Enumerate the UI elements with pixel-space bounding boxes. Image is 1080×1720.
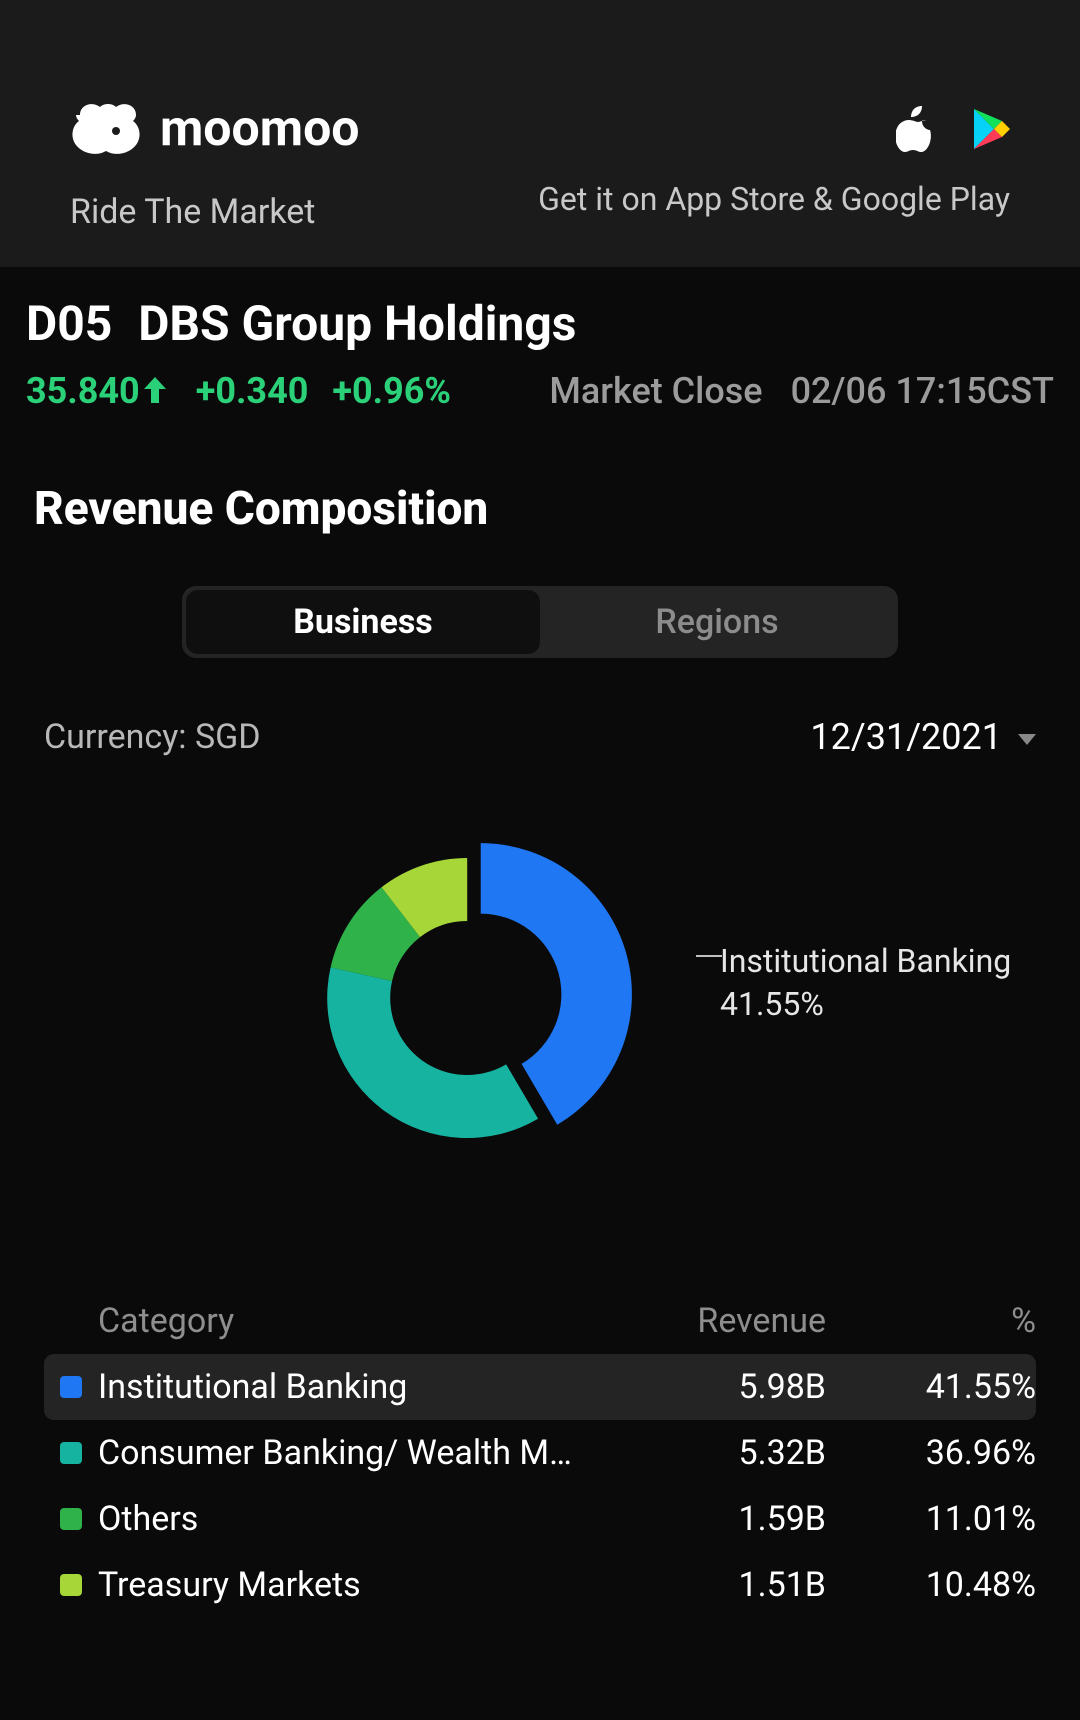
ticker-symbol: D05 [26, 295, 112, 352]
apple-icon[interactable] [896, 106, 934, 152]
price-row: 35.840 +0.340 +0.96% Market Close 02/06 … [26, 370, 1054, 412]
donut-segment[interactable] [327, 967, 538, 1138]
ticker-change-abs: +0.340 [196, 370, 309, 412]
date-select[interactable]: 12/31/2021 [810, 716, 1036, 758]
row-swatch [60, 1508, 82, 1530]
ticker-block: D05 DBS Group Holdings 35.840 +0.340 +0.… [0, 267, 1080, 434]
chart-callout: Institutional Banking 41.55% [720, 940, 1011, 1026]
row-percent: 36.96% [826, 1433, 1036, 1473]
store-block: Get it on App Store & Google Play [538, 100, 1010, 218]
ticker-name: DBS Group Holdings [138, 295, 576, 352]
row-category: Consumer Banking/ Wealth Man… [98, 1433, 596, 1473]
brand-logo[interactable]: moomoo [70, 100, 360, 158]
col-percent: % [826, 1301, 1036, 1341]
currency-label: Currency: SGD [44, 717, 261, 757]
moomoo-bull-icon [70, 101, 142, 157]
row-category: Others [98, 1499, 596, 1539]
date-value: 12/31/2021 [810, 716, 1002, 758]
brand-name: moomoo [160, 100, 360, 158]
donut-svg [267, 808, 707, 1188]
callout-label: Institutional Banking [720, 940, 1011, 983]
store-text: Get it on App Store & Google Play [538, 180, 1010, 218]
price-value: 35.840 [26, 370, 140, 412]
table-header: Category Revenue % [44, 1288, 1036, 1354]
brand-tagline: Ride The Market [70, 192, 360, 232]
row-percent: 10.48% [826, 1565, 1036, 1605]
ticker-price: 35.840 [26, 370, 166, 412]
row-swatch [60, 1442, 82, 1464]
chevron-down-icon [1018, 734, 1036, 745]
market-status: Market Close [549, 370, 762, 412]
row-revenue: 1.51B [596, 1565, 826, 1605]
google-play-icon[interactable] [972, 108, 1010, 150]
col-revenue: Revenue [596, 1301, 826, 1341]
brand-block: moomoo Ride The Market [70, 100, 360, 232]
donut-chart: Institutional Banking 41.55% [0, 808, 1080, 1248]
market-timestamp: 02/06 17:15CST [791, 370, 1054, 412]
row-category: Institutional Banking [98, 1367, 596, 1407]
arrow-up-icon [144, 370, 166, 412]
revenue-table: Category Revenue % Institutional Banking… [0, 1248, 1080, 1618]
row-revenue: 5.32B [596, 1433, 826, 1473]
callout-percent: 41.55% [720, 983, 1011, 1026]
table-row[interactable]: Others1.59B11.01% [44, 1486, 1036, 1552]
ticker-title: D05 DBS Group Holdings [26, 295, 1054, 352]
callout-leader-line [696, 955, 722, 957]
app-header: moomoo Ride The Market Get it on App Sto… [0, 0, 1080, 267]
view-toggle: Business Regions [182, 586, 898, 658]
filter-row: Currency: SGD 12/31/2021 [0, 658, 1080, 768]
row-percent: 41.55% [826, 1367, 1036, 1407]
section-title: Revenue Composition [0, 434, 1080, 566]
table-row[interactable]: Institutional Banking5.98B41.55% [44, 1354, 1036, 1420]
ticker-change-pct: +0.96% [332, 370, 451, 412]
table-row[interactable]: Treasury Markets1.51B10.48% [44, 1552, 1036, 1618]
tab-business[interactable]: Business [186, 590, 540, 654]
row-revenue: 5.98B [596, 1367, 826, 1407]
row-category: Treasury Markets [98, 1565, 596, 1605]
tab-regions[interactable]: Regions [540, 590, 894, 654]
col-category: Category [98, 1301, 596, 1341]
row-swatch [60, 1376, 82, 1398]
table-row[interactable]: Consumer Banking/ Wealth Man…5.32B36.96% [44, 1420, 1036, 1486]
row-percent: 11.01% [826, 1499, 1036, 1539]
row-swatch [60, 1574, 82, 1596]
row-revenue: 1.59B [596, 1499, 826, 1539]
